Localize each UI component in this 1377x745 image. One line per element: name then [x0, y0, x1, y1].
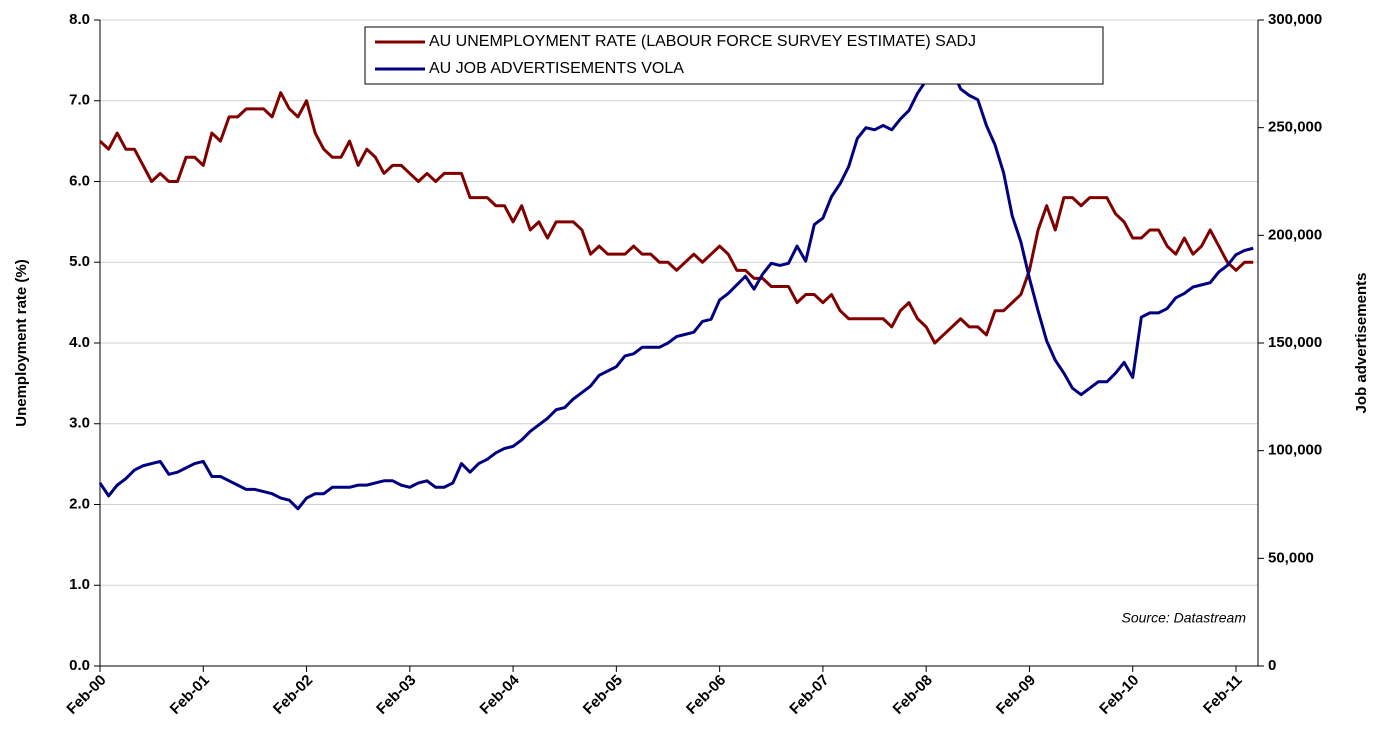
x-tick-label: Feb-11	[1200, 672, 1246, 718]
y-tick-label: 2.0	[69, 495, 90, 512]
y-tick-label: 6.0	[69, 172, 90, 189]
x-tick-label: Feb-04	[477, 671, 524, 718]
source-note: Source: Datastream	[1122, 610, 1247, 626]
y2-tick-label: 0	[1268, 657, 1276, 674]
x-tick-label: Feb-05	[580, 672, 626, 718]
y2-tick-label: 150,000	[1268, 334, 1322, 351]
x-tick-label: Feb-07	[786, 672, 832, 718]
x-tick-label: Feb-01	[167, 672, 213, 718]
series-line	[98, 68, 1254, 511]
legend-label: AU UNEMPLOYMENT RATE (LABOUR FORCE SURVE…	[429, 33, 976, 50]
y-tick-label: 8.0	[69, 11, 90, 28]
y-tick-label: 0.0	[69, 657, 90, 674]
x-tick-label: Feb-08	[890, 672, 936, 718]
x-tick-label: Feb-09	[993, 672, 1039, 718]
x-tick-label: Feb-03	[373, 672, 419, 718]
y2-tick-label: 100,000	[1268, 442, 1322, 459]
y-tick-label: 3.0	[69, 415, 90, 432]
series-line	[98, 91, 1254, 345]
y2-tick-label: 250,000	[1268, 119, 1322, 136]
y2-tick-label: 200,000	[1268, 226, 1322, 243]
x-tick-label: Feb-00	[63, 672, 109, 718]
legend: AU UNEMPLOYMENT RATE (LABOUR FORCE SURVE…	[364, 26, 1104, 85]
legend-label: AU JOB ADVERTISEMENTS VOLA	[429, 60, 684, 77]
y-tick-label: 5.0	[69, 253, 90, 270]
x-tick-label: Feb-10	[1096, 672, 1142, 718]
y2-axis-label: Job advertisements	[1353, 273, 1370, 414]
y-tick-label: 1.0	[69, 576, 90, 593]
y2-tick-label: 300,000	[1268, 11, 1322, 28]
y-axis-label: Unemployment rate (%)	[13, 259, 30, 427]
x-tick-label: Feb-02	[270, 672, 316, 718]
legend-box	[364, 26, 1104, 85]
y2-tick-label: 50,000	[1268, 549, 1314, 566]
y-tick-label: 7.0	[69, 92, 90, 109]
x-tick-label: Feb-06	[683, 672, 729, 718]
y-tick-label: 4.0	[69, 334, 90, 351]
